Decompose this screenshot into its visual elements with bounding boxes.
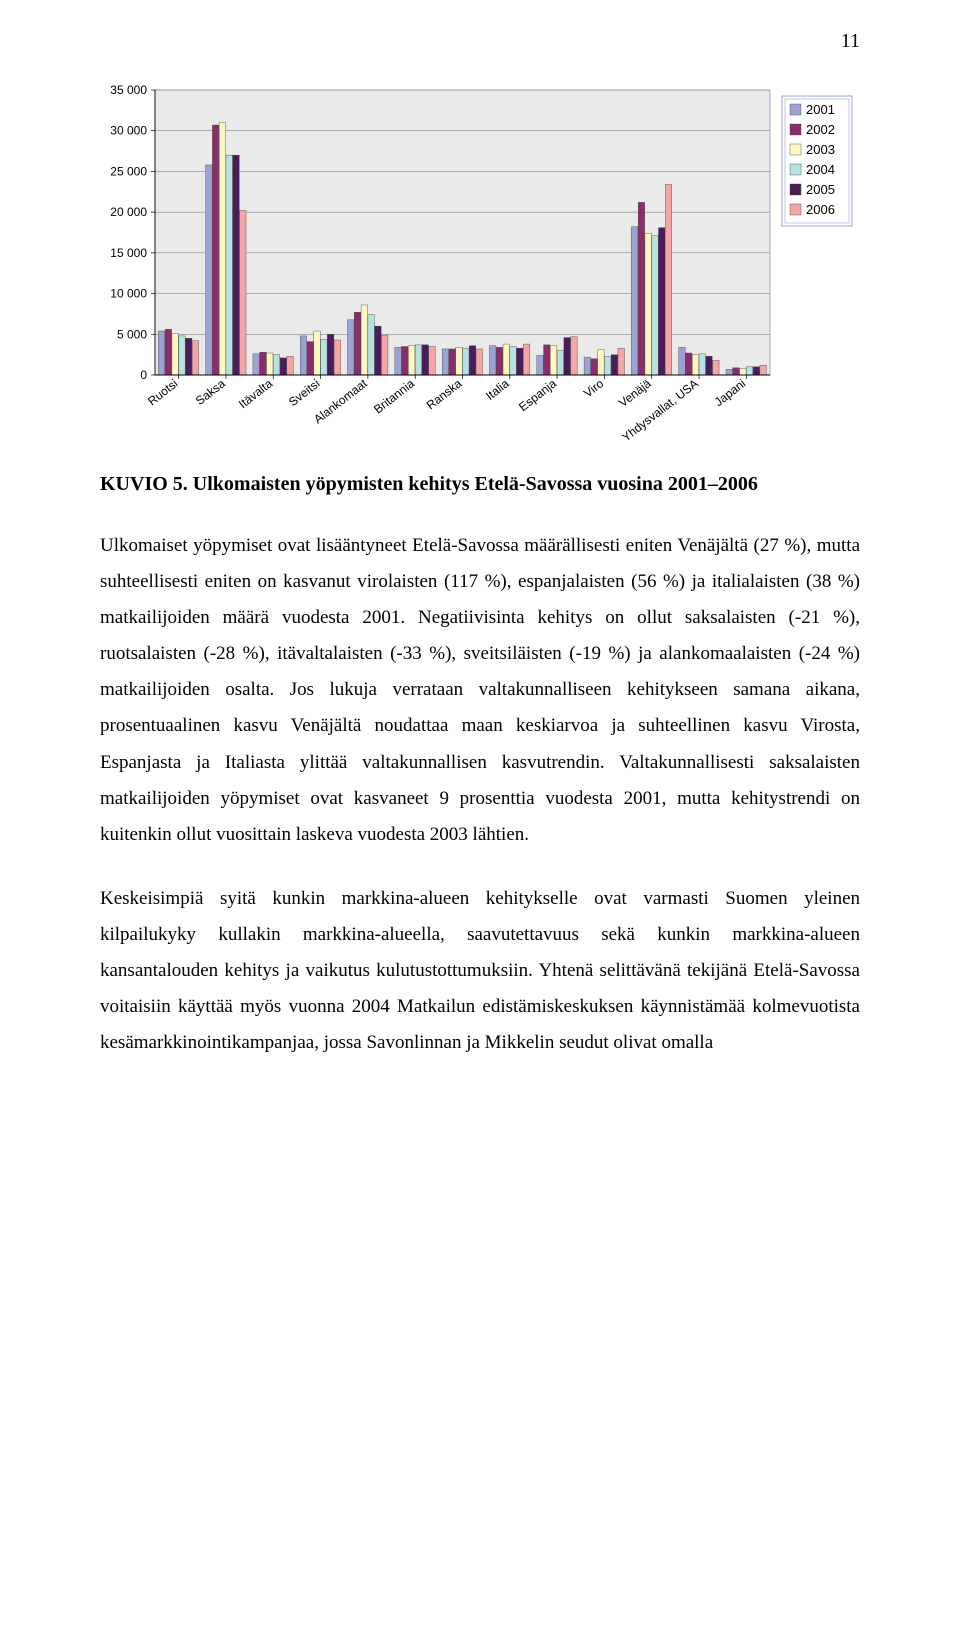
svg-text:25 000: 25 000 bbox=[110, 164, 147, 178]
body-paragraph-2: Keskeisimpiä syitä kunkin markkina-aluee… bbox=[100, 881, 860, 1061]
svg-text:Espanja: Espanja bbox=[516, 376, 559, 414]
body-paragraph-1: Ulkomaiset yöpymiset ovat lisääntyneet E… bbox=[100, 528, 860, 853]
svg-text:Saksa: Saksa bbox=[193, 376, 228, 408]
svg-text:2005: 2005 bbox=[806, 182, 835, 197]
svg-text:35 000: 35 000 bbox=[110, 83, 147, 97]
svg-text:Italia: Italia bbox=[483, 376, 512, 403]
svg-text:2002: 2002 bbox=[806, 122, 835, 137]
svg-text:0: 0 bbox=[140, 368, 147, 382]
svg-text:Britannia: Britannia bbox=[371, 376, 417, 416]
svg-text:Viro: Viro bbox=[581, 376, 607, 400]
svg-text:2004: 2004 bbox=[806, 162, 835, 177]
svg-text:Ranska: Ranska bbox=[424, 376, 465, 412]
svg-text:2006: 2006 bbox=[806, 202, 835, 217]
svg-text:Japani: Japani bbox=[712, 376, 748, 409]
caption-prefix: KUVIO 5. bbox=[100, 473, 193, 495]
svg-text:Venäjä: Venäjä bbox=[616, 376, 654, 410]
figure-caption: KUVIO 5. Ulkomaisten yöpymisten kehitys … bbox=[100, 470, 860, 498]
bar-chart: 0 5 000 10 000 15 000 20 000 25 000 30 000 35 0… bbox=[100, 80, 860, 440]
svg-text:Alankomaat: Alankomaat bbox=[311, 376, 370, 426]
svg-text:30 000: 30 000 bbox=[110, 124, 147, 138]
svg-text:15 000: 15 000 bbox=[110, 246, 147, 260]
page-number: 11 bbox=[841, 30, 860, 53]
svg-text:Ruotsi: Ruotsi bbox=[145, 376, 180, 408]
svg-text:2003: 2003 bbox=[806, 142, 835, 157]
svg-text:5 000: 5 000 bbox=[117, 327, 147, 341]
svg-text:20 000: 20 000 bbox=[110, 205, 147, 219]
svg-text:Sveitsi: Sveitsi bbox=[286, 376, 322, 409]
svg-text:10 000: 10 000 bbox=[110, 287, 147, 301]
svg-text:Itävalta: Itävalta bbox=[236, 376, 275, 411]
svg-text:2001: 2001 bbox=[806, 102, 835, 117]
caption-title: Ulkomaisten yöpymisten kehitys Etelä-Sav… bbox=[193, 473, 758, 495]
